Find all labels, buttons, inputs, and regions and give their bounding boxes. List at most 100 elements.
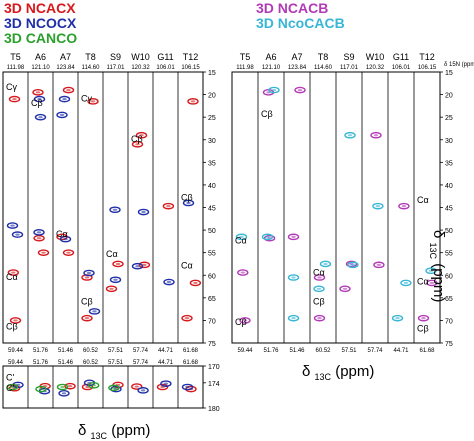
right-peak — [400, 279, 412, 287]
right-n-shift-label: 106.01 — [392, 65, 411, 71]
left-aliphatic-peak — [181, 314, 193, 322]
right-residue-label: T8 — [318, 52, 329, 62]
left-carbonyl-peak — [108, 384, 120, 392]
left-aliphatic-peak — [58, 95, 71, 103]
left-aliphatic-peak-center — [113, 278, 118, 281]
left-aliphatic-n-shift-label: 117.01 — [107, 65, 126, 71]
right-peak — [417, 314, 430, 322]
left-aliphatic-peak — [88, 308, 101, 315]
left-aliphatic-peak-annotation: Cβ — [181, 193, 193, 203]
left-carbonyl-ca-shift-label: 57.74 — [133, 360, 149, 366]
right-ca-shift-label: 51.76 — [263, 348, 279, 354]
left-aliphatic-y-tick-label: 65 — [208, 296, 216, 303]
right-peak-center — [297, 88, 303, 92]
left-aliphatic-peak — [32, 89, 44, 96]
right-peak — [239, 317, 251, 324]
left-aliphatic-residue-label: W10 — [131, 52, 150, 62]
right-peak-center — [428, 269, 434, 272]
left-carbonyl-peak-center — [140, 389, 146, 392]
right-y-tick-label: 35 — [445, 160, 453, 167]
right-n-shift-label: 111.98 — [236, 65, 254, 71]
left-carbonyl-peak — [58, 389, 70, 397]
left-aliphatic-peak-annotation: Cβ — [6, 321, 18, 331]
left-aliphatic-y-tick-label: 20 — [208, 93, 216, 100]
left-aliphatic-peak-center — [135, 265, 140, 268]
left-aliphatic-peak-center — [38, 116, 43, 119]
left-aliphatic-peak-center — [135, 143, 140, 146]
left-aliphatic-n-shift-label: 106.01 — [156, 65, 175, 71]
right-y-tick-label: 40 — [445, 183, 453, 190]
left-aliphatic-peak — [87, 98, 99, 105]
left-aliphatic-y-tick-label: 25 — [208, 115, 216, 122]
right-peak — [263, 234, 276, 242]
right-peak-center — [403, 281, 409, 285]
left-aliphatic-peak-center — [36, 237, 42, 240]
left-aliphatic-peak — [131, 140, 144, 148]
right-ca-shift-label: 51.46 — [289, 348, 305, 354]
left-carbonyl-ca-shift-label: 44.71 — [158, 360, 174, 366]
right-peak-annotation: Cα — [235, 236, 247, 246]
left-aliphatic-peak-center — [92, 310, 97, 313]
left-aliphatic-y-tick-label: 55 — [208, 251, 216, 258]
left-carbonyl-peak-center — [67, 385, 73, 388]
right-peak — [339, 285, 351, 293]
right-peak-center — [291, 317, 296, 320]
left-aliphatic-peak — [163, 278, 175, 286]
left-aliphatic-peak-center — [115, 262, 121, 266]
left-aliphatic-n-shift-label: 106.15 — [181, 65, 200, 71]
left-carbonyl-peak — [81, 383, 94, 391]
right-y-tick-label: 25 — [445, 115, 453, 122]
legend-item-ncacx: 3D NCACX — [4, 0, 76, 16]
right-peak-center — [376, 263, 382, 266]
left-carbonyl-peak-center — [111, 386, 117, 389]
left-carbonyl-peak-center — [60, 385, 65, 389]
right-n-shift-label: 114.60 — [314, 65, 333, 71]
right-peak — [287, 233, 300, 241]
left-aliphatic-residue-label: A6 — [35, 52, 46, 62]
left-aliphatic-peak — [189, 279, 202, 287]
left-aliphatic-residue-label: G11 — [157, 52, 173, 62]
left-aliphatic-y-tick-label: 45 — [208, 206, 216, 213]
right-peak-center — [271, 88, 277, 92]
left-aliphatic-peak-center — [15, 233, 20, 236]
right-peak-center — [395, 317, 400, 320]
right-peak — [347, 261, 359, 269]
left-carbonyl-ca-shift-label: 51.76 — [33, 360, 49, 366]
left-aliphatic-peak — [135, 131, 148, 139]
right-residue-label: G11 — [393, 52, 409, 62]
left-aliphatic-peak-center — [37, 98, 42, 101]
left-aliphatic-peak-center — [86, 271, 92, 275]
left-aliphatic-ca-shift-label: 61.68 — [183, 348, 199, 354]
right-n-shift-label: 106.15 — [418, 65, 437, 71]
left-carbonyl-peak — [160, 380, 172, 387]
left-carbonyl-peak-center — [91, 384, 96, 387]
right-peak — [425, 267, 437, 275]
right-peak — [261, 233, 274, 241]
right-peak — [287, 274, 300, 281]
right-y-tick-label: 70 — [445, 318, 453, 325]
left-carbonyl-peak-center — [61, 392, 67, 395]
left-aliphatic-peak-center — [84, 317, 90, 320]
left-aliphatic-peak-center — [12, 98, 17, 101]
left-carbonyl-peak — [131, 383, 143, 390]
right-peak — [373, 261, 385, 269]
left-aliphatic-peak-center — [62, 98, 67, 101]
left-aliphatic-y-tick-label: 35 — [208, 160, 216, 167]
left-aliphatic-peak-center — [193, 281, 198, 285]
left-aliphatic-ca-shift-label: 44.71 — [158, 348, 174, 354]
right-peak-center — [265, 235, 270, 238]
right-y-tick-label: 20 — [445, 93, 453, 100]
left-aliphatic-residue-label: T12 — [183, 52, 199, 62]
right-peak-annotation: Cβ — [261, 109, 273, 119]
left-aliphatic-peak-center — [63, 238, 68, 241]
right-y-tick-label: 55 — [445, 251, 453, 258]
left-carbonyl-peak-center — [185, 385, 190, 389]
left-aliphatic-peak-annotation: Cγ — [81, 93, 92, 103]
left-aliphatic-peak-center — [166, 205, 171, 208]
legend-item-canco: 3D CANCO — [4, 30, 78, 46]
right-peak — [372, 202, 384, 210]
left-carbonyl-peak-center — [38, 388, 44, 391]
right-peak-center — [239, 235, 244, 238]
left-aliphatic-residue-label: T8 — [85, 52, 96, 62]
left-aliphatic-n-shift-label: 121.10 — [31, 65, 50, 71]
